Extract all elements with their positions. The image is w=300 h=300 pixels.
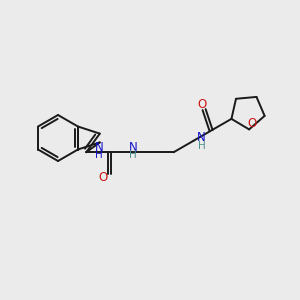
Text: N: N: [129, 141, 137, 154]
Text: N: N: [94, 141, 103, 154]
Text: H: H: [198, 141, 206, 151]
Text: H: H: [95, 150, 103, 161]
Text: O: O: [248, 117, 257, 130]
Text: H: H: [129, 150, 137, 160]
Text: O: O: [197, 98, 206, 111]
Text: N: N: [197, 131, 206, 144]
Text: O: O: [98, 171, 108, 184]
